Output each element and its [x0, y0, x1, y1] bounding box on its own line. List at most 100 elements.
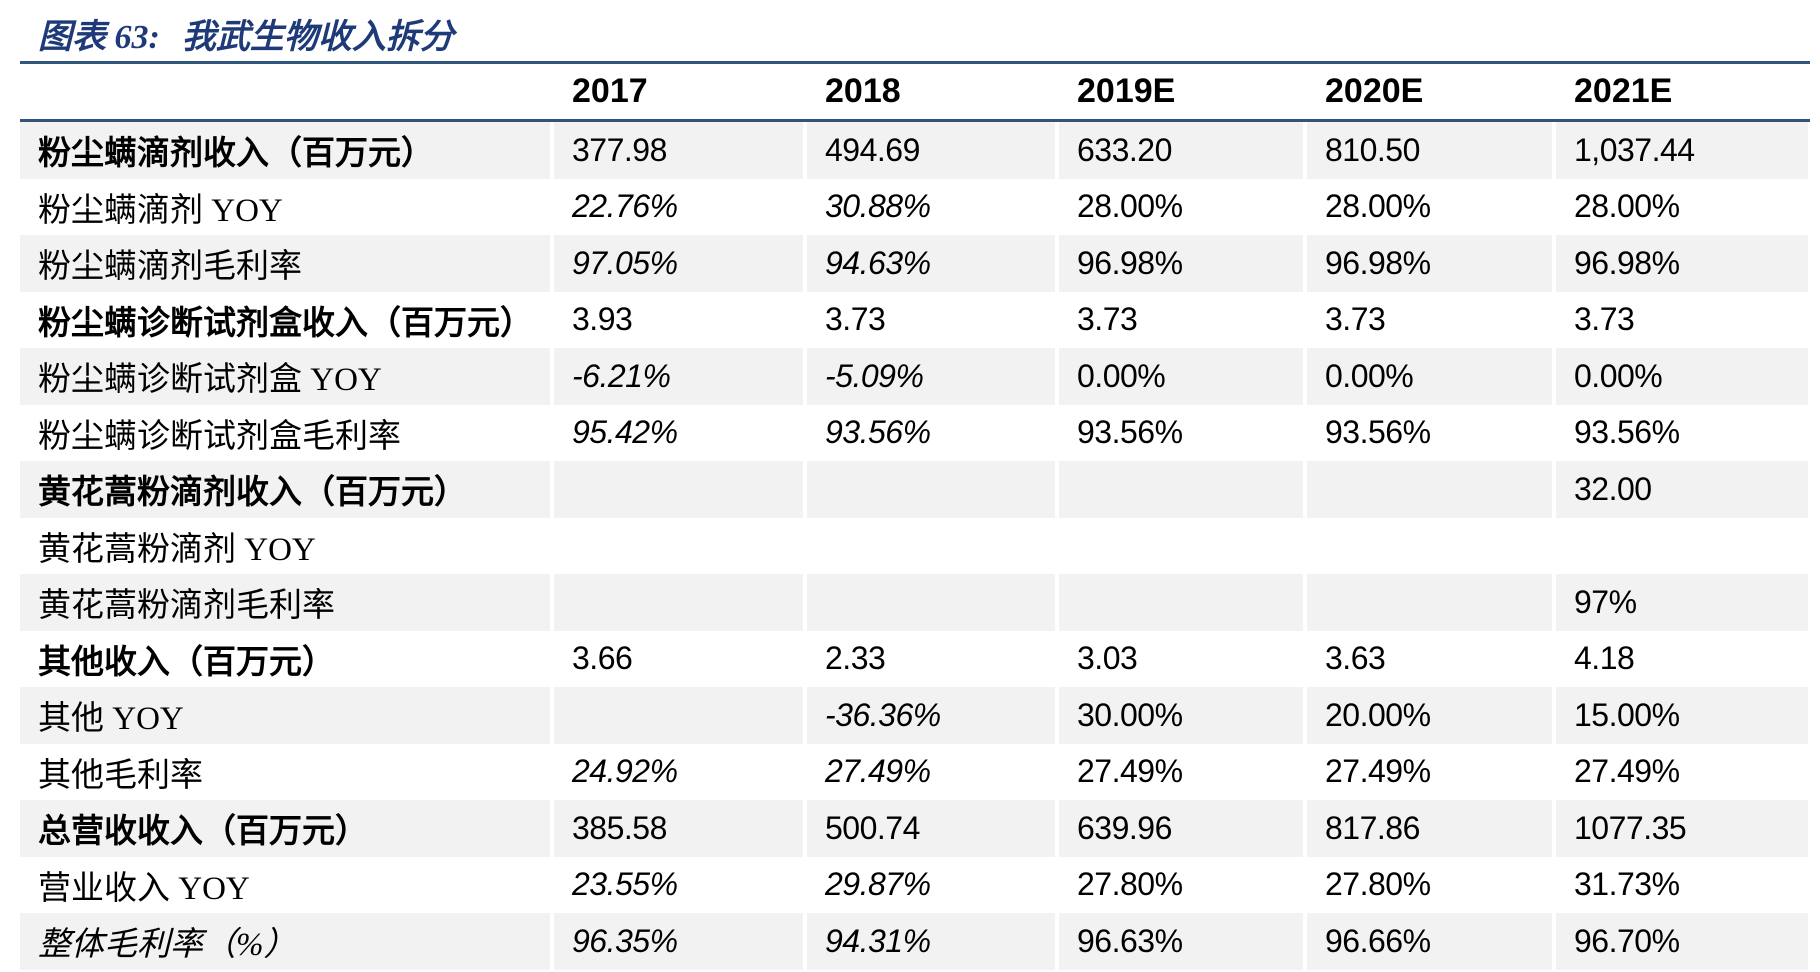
value-cell: -36.36%: [803, 687, 1055, 744]
value-cell: 3.93: [550, 291, 803, 348]
header-year-cell: 2017: [550, 64, 803, 119]
table-row: 黄花蒿粉滴剂收入（百万元） 32.00: [20, 461, 1808, 518]
value-cell: [803, 574, 1055, 631]
value-cell: 27.49%: [1055, 743, 1303, 800]
table-header-row: 2017 2018 2019E 2020E 2021E: [20, 64, 1808, 119]
header-year-cell: 2018: [803, 64, 1055, 119]
value-cell: [803, 461, 1055, 518]
value-cell: 3.73: [1055, 291, 1303, 348]
value-cell: 97%: [1552, 574, 1808, 631]
row-label: 粉尘螨滴剂 YOY: [38, 192, 283, 229]
value-cell: [1055, 461, 1303, 518]
value-cell: 27.49%: [1303, 743, 1552, 800]
header-empty-cell: [20, 64, 550, 119]
value-cell: [1303, 461, 1552, 518]
value-cell: 28.00%: [1303, 178, 1552, 235]
table-row: 整体毛利率（%） 96.35% 94.31% 96.63% 96.66% 96.70%: [20, 913, 1808, 970]
value-cell: 96.66%: [1303, 913, 1552, 970]
row-label: 总营收收入（百万元）: [38, 814, 368, 851]
figure-number-label: 图表 63:: [38, 19, 160, 56]
value-cell: 1077.35: [1552, 800, 1808, 857]
value-cell: 385.58: [550, 800, 803, 857]
value-cell: 29.87%: [803, 856, 1055, 913]
value-cell: 93.56%: [1303, 404, 1552, 461]
value-cell: 4.18: [1552, 630, 1808, 687]
row-label: 黄花蒿粉滴剂收入（百万元）: [38, 475, 467, 512]
value-cell: [550, 517, 803, 574]
value-cell: 817.86: [1303, 800, 1552, 857]
value-cell: 30.88%: [803, 178, 1055, 235]
value-cell: 95.42%: [550, 404, 803, 461]
value-cell: 1,037.44: [1552, 122, 1808, 179]
value-cell: -6.21%: [550, 348, 803, 405]
header-year-cell: 2020E: [1303, 64, 1552, 119]
value-cell: 96.63%: [1055, 913, 1303, 970]
value-cell: 639.96: [1055, 800, 1303, 857]
table-row: 总营收收入（百万元） 385.58 500.74 639.96 817.86 1077.3…: [20, 800, 1808, 857]
table-row: 粉尘螨滴剂 YOY 22.76% 30.88% 28.00% 28.00% 28.00%: [20, 178, 1808, 235]
table-row: 其他 YOY -36.36% 30.00% 20.00% 15.00%: [20, 687, 1808, 744]
value-cell: 96.98%: [1552, 235, 1808, 292]
table-row: 粉尘螨诊断试剂盒毛利率 95.42% 93.56% 93.56% 93.56% 93.56…: [20, 404, 1808, 461]
row-label: 其他毛利率: [38, 757, 203, 794]
table-body: 粉尘螨滴剂收入（百万元） 377.98 494.69 633.20 810.50 1,03…: [20, 122, 1808, 970]
figure-title: 图表 63: 我武生物收入拆分: [38, 14, 1820, 61]
row-label: 黄花蒿粉滴剂毛利率: [38, 588, 335, 625]
value-cell: [1552, 517, 1808, 574]
value-cell: 23.55%: [550, 856, 803, 913]
value-cell: 22.76%: [550, 178, 803, 235]
value-cell: 27.80%: [1055, 856, 1303, 913]
row-label: 粉尘螨诊断试剂盒收入（百万元）: [38, 305, 533, 342]
value-cell: 15.00%: [1552, 687, 1808, 744]
value-cell: 2.33: [803, 630, 1055, 687]
report-table-figure: 图表 63: 我武生物收入拆分 2017 2018 2019E 2020E 2021E 粉…: [0, 14, 1820, 972]
value-cell: 97.05%: [550, 235, 803, 292]
value-cell: 20.00%: [1303, 687, 1552, 744]
row-label: 粉尘螨诊断试剂盒毛利率: [38, 418, 401, 455]
value-cell: 3.66: [550, 630, 803, 687]
value-cell: [803, 517, 1055, 574]
row-label: 粉尘螨诊断试剂盒 YOY: [38, 362, 382, 399]
value-cell: 32.00: [1552, 461, 1808, 518]
table-row: 粉尘螨诊断试剂盒 YOY -6.21% -5.09% 0.00% 0.00% 0.00%: [20, 348, 1808, 405]
table-row: 黄花蒿粉滴剂 YOY: [20, 517, 1808, 574]
row-label: 粉尘螨滴剂毛利率: [38, 249, 302, 286]
row-label: 粉尘螨滴剂收入（百万元）: [38, 136, 434, 173]
value-cell: 3.73: [1303, 291, 1552, 348]
value-cell: 96.98%: [1055, 235, 1303, 292]
table-row: 粉尘螨诊断试剂盒收入（百万元） 3.93 3.73 3.73 3.73 3.73: [20, 291, 1808, 348]
row-label: 营业收入 YOY: [38, 870, 250, 907]
value-cell: [1055, 517, 1303, 574]
table-row: 黄花蒿粉滴剂毛利率 97%: [20, 574, 1808, 631]
value-cell: 3.73: [1552, 291, 1808, 348]
value-cell: 0.00%: [1055, 348, 1303, 405]
value-cell: [550, 574, 803, 631]
value-cell: [550, 687, 803, 744]
value-cell: 94.31%: [803, 913, 1055, 970]
value-cell: 24.92%: [550, 743, 803, 800]
value-cell: 96.35%: [550, 913, 803, 970]
value-cell: 0.00%: [1552, 348, 1808, 405]
value-cell: 27.80%: [1303, 856, 1552, 913]
value-cell: 810.50: [1303, 122, 1552, 179]
value-cell: [1055, 574, 1303, 631]
value-cell: 633.20: [1055, 122, 1303, 179]
value-cell: [1303, 517, 1552, 574]
value-cell: 30.00%: [1055, 687, 1303, 744]
value-cell: 27.49%: [1552, 743, 1808, 800]
value-cell: [1303, 574, 1552, 631]
header-year-cell: 2021E: [1552, 64, 1808, 119]
value-cell: 93.56%: [803, 404, 1055, 461]
table-row: 其他毛利率 24.92% 27.49% 27.49% 27.49% 27.49%: [20, 743, 1808, 800]
value-cell: 96.98%: [1303, 235, 1552, 292]
value-cell: 28.00%: [1552, 178, 1808, 235]
value-cell: 500.74: [803, 800, 1055, 857]
value-cell: 0.00%: [1303, 348, 1552, 405]
value-cell: 27.49%: [803, 743, 1055, 800]
value-cell: 96.70%: [1552, 913, 1808, 970]
row-label: 其他收入（百万元）: [38, 644, 335, 681]
value-cell: 93.56%: [1055, 404, 1303, 461]
header-year-cell: 2019E: [1055, 64, 1303, 119]
value-cell: 377.98: [550, 122, 803, 179]
value-cell: 3.73: [803, 291, 1055, 348]
